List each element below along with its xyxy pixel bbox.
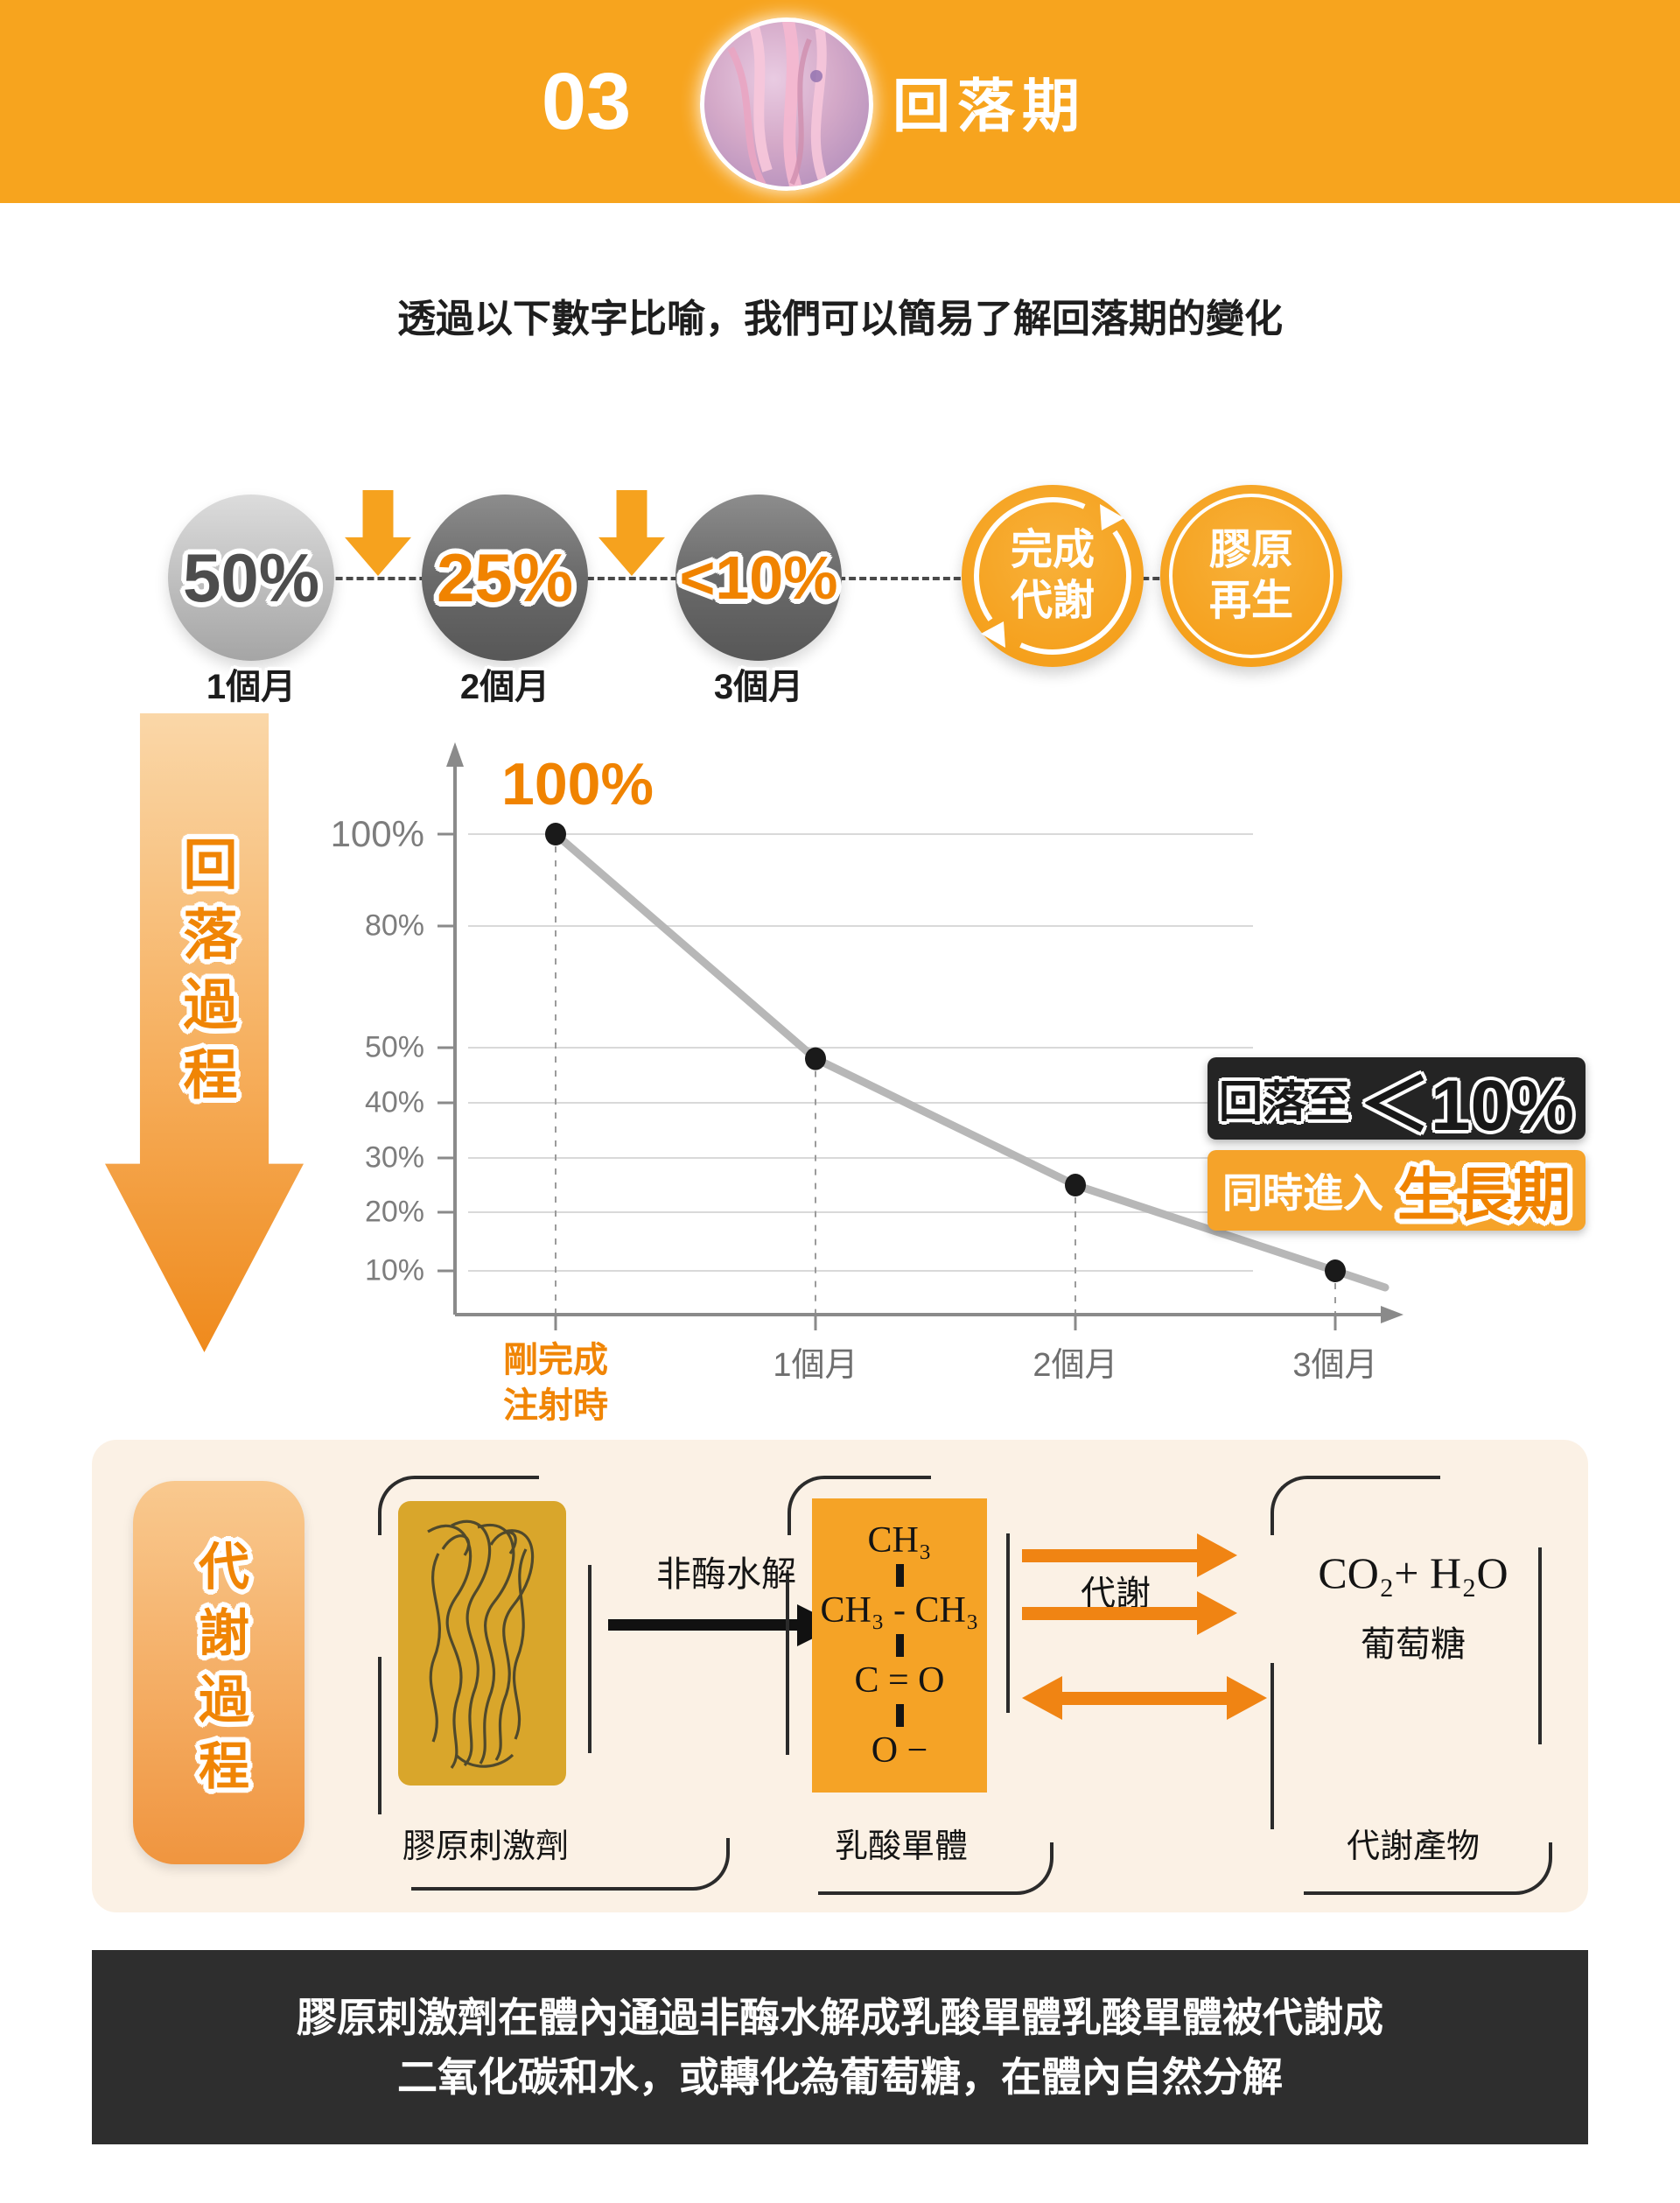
- x-tick-label: 1個月: [773, 1347, 858, 1384]
- stage-circle-3: <10%: [676, 495, 842, 661]
- y-axis-arrow: [446, 742, 464, 767]
- header-band: 03 回落期: [0, 0, 1680, 203]
- footer-line2: 二氧化碳和水，或轉化為葡萄糖，在體內自然分解: [397, 2054, 1283, 2100]
- metabolize-arrow-1-head: [1197, 1533, 1237, 1577]
- data-point: [1065, 1174, 1086, 1196]
- products-glucose: 葡萄糖: [1361, 1625, 1466, 1664]
- stage-1-value: 50%: [182, 538, 320, 616]
- cycle-circle-line1: 完成: [1010, 527, 1095, 573]
- cycle-circle-line2: 代謝: [1010, 578, 1095, 624]
- stage-2-label: 2個月: [459, 668, 550, 706]
- data-point: [1325, 1259, 1346, 1282]
- subtitle: 透過以下數字比喻，我們可以簡易了解回落期的變化: [397, 298, 1283, 340]
- lactic-monomer-box: CH₃ CH₃ - CH₃ C = O O −: [812, 1498, 987, 1793]
- chem-bond: [895, 1704, 904, 1727]
- metabolism-complete-circle: 完成 代謝: [962, 485, 1144, 667]
- callout-drops-below-10: 回落至 ＜10%: [1208, 1057, 1586, 1146]
- x-tick-label: 2個月: [1032, 1347, 1118, 1384]
- collagen-regeneration-circle: 膠原 再生: [1160, 485, 1342, 667]
- x-tick-label: 3個月: [1292, 1347, 1378, 1384]
- bracket-top-left: [1270, 1476, 1440, 1535]
- products-formula: CO₂+ H₂O: [1318, 1548, 1508, 1597]
- footer-text: 膠原刺激劑在體內通過非酶水解成乳酸單體乳酸單體被代謝成 二氧化碳和水，或轉化為葡…: [92, 1950, 1588, 2144]
- footer-line1: 膠原刺激劑在體內通過非酶水解成乳酸單體乳酸單體被代謝成: [297, 1995, 1383, 2040]
- stage-circle-1: 50%: [168, 495, 334, 661]
- chem-row-c-o: C = O: [854, 1660, 945, 1701]
- chem-row-ch3-ch3: CH₃ - CH₃: [820, 1590, 979, 1631]
- bracket-left-bar: [1270, 1663, 1274, 1829]
- chem-row-o: O −: [871, 1730, 928, 1771]
- hydrolysis-label: 非酶水解: [656, 1555, 796, 1594]
- footer-band: 膠原刺激劑在體內通過非酶水解成乳酸單體乳酸單體被代謝成 二氧化碳和水，或轉化為葡…: [92, 1950, 1588, 2144]
- cycle-arrows-icon: [974, 497, 1131, 655]
- bracket-left-bar: [786, 1575, 789, 1755]
- y-tick-label: 30%: [364, 1140, 424, 1175]
- metabolize-arrow-2: [1022, 1607, 1197, 1620]
- callout-orange-value: 生長期: [1397, 1162, 1571, 1227]
- bracket-right-bar: [1006, 1533, 1010, 1713]
- ring-circle-line2: 再生: [1208, 578, 1293, 624]
- y-tick-label: 20%: [364, 1195, 424, 1229]
- collagen-strands-illustration: [727, 22, 829, 186]
- bracket-bottom-right: [1304, 1842, 1552, 1895]
- chem-bond: [895, 1634, 904, 1657]
- metabolize-arrow-2-head: [1197, 1591, 1237, 1635]
- chart-100-annotation: 100%: [501, 751, 654, 817]
- falling-process-label: 回落過程: [174, 836, 235, 1116]
- stage-1-label: 1個月: [206, 668, 297, 706]
- metabolism-side-label: 代謝過程: [191, 1540, 248, 1806]
- y-tick-label: 80%: [364, 909, 424, 943]
- collagen-photo-avatar: [700, 18, 873, 191]
- bracket-top-left: [378, 1476, 539, 1535]
- callout-black-prefix: 回落至: [1218, 1077, 1350, 1126]
- x-axis-arrow: [1381, 1306, 1404, 1323]
- bracket-bottom-right: [818, 1842, 1054, 1895]
- reversible-arrow: [1060, 1692, 1227, 1705]
- lactic-monomer-label: 乳酸單體: [834, 1828, 968, 1865]
- metabolism-side-pill: [133, 1481, 304, 1864]
- page-title: 回落期: [892, 74, 1087, 138]
- bracket-left-bar: [378, 1657, 382, 1814]
- callout-orange-prefix: 同時進入: [1222, 1170, 1383, 1216]
- ring-icon: [1169, 494, 1334, 658]
- bracket-top-left: [788, 1476, 931, 1535]
- chem-bond: [895, 1564, 904, 1587]
- collagen-stimulator-label: 膠原刺激劑: [402, 1828, 569, 1865]
- reversible-arrow-right-head: [1227, 1676, 1267, 1720]
- stage-3-label: 3個月: [713, 668, 804, 706]
- stage-3-value: <10%: [679, 544, 838, 612]
- data-point: [805, 1047, 826, 1070]
- x-tick-label: 剛完成 注射時: [503, 1341, 608, 1425]
- y-tick-label: 40%: [364, 1085, 424, 1119]
- y-tick-label: 10%: [364, 1253, 424, 1287]
- stage-circle-2: 25%: [422, 495, 588, 661]
- callout-black-value: ＜10%: [1358, 1065, 1575, 1146]
- products-label: 代謝產物: [1346, 1828, 1480, 1865]
- bracket-right-bar: [588, 1565, 592, 1753]
- collagen-stimulator-box: [398, 1501, 566, 1786]
- chem-row-ch3: CH₃: [867, 1520, 932, 1561]
- fiber-scribble-illustration: [427, 1519, 535, 1769]
- section-number: 03: [541, 56, 632, 146]
- bracket-right-bar: [1538, 1547, 1542, 1744]
- ring-circle-line1: 膠原: [1208, 527, 1293, 573]
- y-tick-label: 100%: [330, 813, 424, 854]
- y-tick-label: 50%: [364, 1030, 424, 1064]
- stage-2-value: 25%: [436, 538, 574, 616]
- metabolize-arrow-1: [1022, 1549, 1197, 1562]
- bracket-bottom-right: [411, 1838, 730, 1891]
- data-point: [545, 823, 566, 845]
- hydrolysis-arrow: [608, 1619, 797, 1631]
- metabolize-label: 代謝: [1081, 1575, 1151, 1613]
- reversible-arrow-left-head: [1022, 1676, 1062, 1720]
- callout-growth-phase: 同時進入 生長期: [1208, 1150, 1586, 1231]
